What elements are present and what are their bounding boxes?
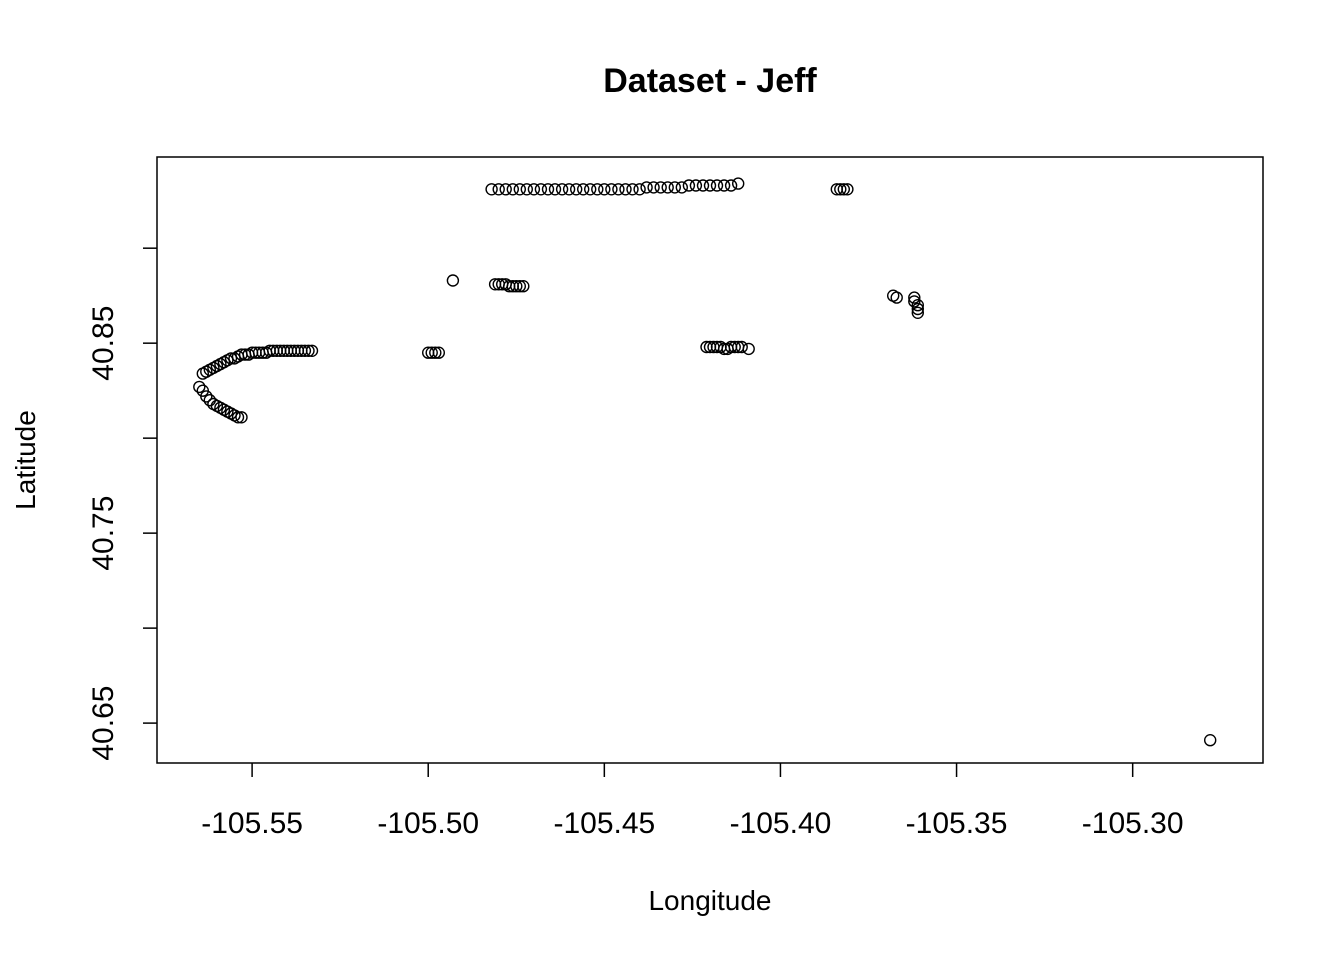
- data-point: [668, 181, 681, 194]
- data-point: [640, 181, 653, 194]
- x-tick-label: -105.55: [201, 807, 303, 840]
- data-point: [908, 295, 921, 308]
- data-points: [193, 177, 1217, 747]
- data-point: [742, 342, 755, 356]
- data-point: [1203, 734, 1217, 747]
- y-tick-label: 40.65: [87, 686, 120, 761]
- data-point: [911, 299, 924, 312]
- data-point: [598, 183, 611, 196]
- y-axis: 40.65 40.75 40.85: [87, 247, 157, 761]
- data-point: [298, 344, 312, 357]
- data-point: [732, 177, 745, 190]
- x-tick-label: -105.50: [377, 807, 479, 840]
- data-point: [570, 183, 583, 196]
- data-point: [305, 344, 319, 357]
- data-point: [647, 181, 660, 194]
- x-tick-label: -105.45: [553, 807, 655, 840]
- data-point: [534, 183, 548, 196]
- data-point: [577, 183, 590, 196]
- data-point: [619, 183, 632, 196]
- data-point: [717, 179, 731, 192]
- data-point: [675, 181, 688, 194]
- x-axis: -105.55 -105.50 -105.45 -105.40 -105.35 -105.…: [201, 763, 1184, 840]
- data-point: [661, 181, 674, 194]
- data-point: [584, 183, 597, 196]
- data-point: [429, 346, 442, 359]
- data-point: [911, 306, 924, 319]
- data-point: [235, 411, 248, 424]
- data-point: [510, 280, 523, 293]
- data-point: [724, 179, 738, 192]
- data-point: [432, 346, 445, 359]
- data-point: [513, 183, 526, 196]
- x-tick-label: -105.35: [906, 807, 1008, 840]
- data-point: [841, 183, 854, 196]
- data-point: [548, 183, 562, 196]
- data-point: [689, 179, 703, 192]
- data-point: [520, 183, 533, 196]
- data-point: [837, 183, 850, 196]
- data-point: [193, 380, 206, 394]
- data-point: [703, 179, 717, 192]
- x-tick-label: -105.30: [1082, 807, 1184, 840]
- data-point: [562, 183, 576, 196]
- data-point: [908, 291, 921, 304]
- data-point: [633, 183, 646, 196]
- data-point: [654, 181, 667, 194]
- data-point: [517, 280, 530, 293]
- chart-title: Dataset - Jeff: [603, 62, 817, 100]
- data-point: [696, 179, 710, 192]
- data-point: [612, 183, 625, 196]
- x-tick-label: -105.40: [730, 807, 832, 840]
- data-point: [682, 179, 696, 192]
- data-point: [834, 183, 847, 196]
- y-tick-label: 40.85: [87, 306, 120, 381]
- data-point: [728, 340, 741, 354]
- data-point: [527, 183, 541, 196]
- data-point: [626, 183, 639, 196]
- data-point: [591, 183, 604, 196]
- data-point: [492, 183, 505, 196]
- plot-frame: [156, 156, 1264, 764]
- data-point: [499, 183, 512, 196]
- data-point: [710, 179, 724, 192]
- y-tick-label: 40.75: [87, 496, 120, 571]
- data-point: [224, 352, 238, 365]
- data-point: [200, 390, 213, 403]
- data-point: [890, 291, 903, 304]
- data-point: [446, 274, 460, 287]
- data-point: [425, 346, 438, 359]
- data-point: [513, 280, 526, 293]
- data-point: [911, 302, 924, 316]
- data-point: [506, 183, 519, 196]
- data-point: [302, 344, 315, 357]
- data-point: [485, 183, 498, 196]
- x-axis-label: Longitude: [648, 885, 771, 916]
- data-point: [605, 183, 618, 196]
- data-point: [231, 411, 245, 424]
- data-point: [555, 183, 569, 196]
- data-point: [735, 340, 748, 354]
- data-point: [541, 183, 555, 196]
- y-axis-label: Latitude: [10, 410, 41, 510]
